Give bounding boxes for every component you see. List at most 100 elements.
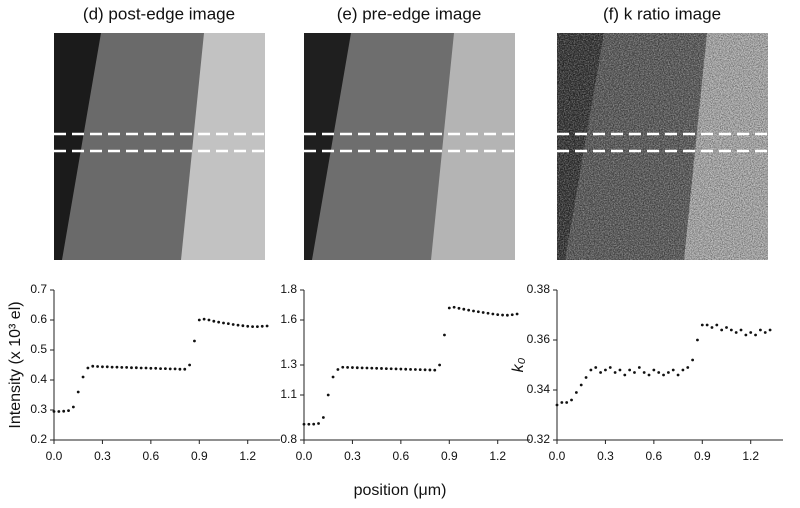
data-point: [594, 366, 598, 369]
data-point: [159, 367, 162, 370]
data-point: [570, 398, 573, 402]
data-point: [168, 367, 172, 371]
data-point: [423, 368, 427, 372]
data-point: [217, 320, 221, 324]
data-point: [394, 367, 398, 371]
data-point: [139, 366, 143, 370]
data-point: [144, 366, 148, 370]
data-point: [76, 390, 80, 394]
y-tick-label: 0.6: [30, 312, 47, 326]
data-point: [555, 403, 559, 407]
data-point: [413, 368, 417, 371]
k-ratio-image: [557, 33, 768, 260]
y-tick-label: 0.34: [527, 382, 551, 396]
data-point: [96, 365, 99, 368]
data-point: [365, 366, 369, 370]
data-point: [560, 401, 564, 404]
y-tick-label: 0.4: [30, 372, 47, 386]
data-point: [768, 328, 772, 332]
panel-title: (f) k ratio image: [603, 4, 721, 23]
data-point: [101, 365, 104, 369]
data-point: [604, 368, 607, 372]
data-point: [399, 367, 403, 371]
x-tick-label: 0.9: [694, 449, 711, 463]
data-point: [409, 367, 412, 371]
data-point: [307, 422, 311, 426]
data-point: [110, 365, 114, 369]
data-point: [515, 312, 519, 316]
data-point: [384, 367, 388, 370]
data-point: [662, 373, 665, 377]
data-point: [351, 366, 354, 369]
data-point: [149, 366, 153, 370]
x-tick-label: 0.0: [549, 449, 566, 463]
data-point: [163, 367, 167, 370]
panel-title: (d) post-edge image: [83, 4, 235, 23]
data-point: [120, 366, 124, 369]
x-tick-label: 0.3: [597, 449, 614, 463]
data-point: [115, 365, 119, 369]
x-tick-label: 1.2: [489, 449, 506, 463]
data-point: [715, 323, 719, 327]
x-tick-label: 0.6: [646, 449, 663, 463]
data-point: [565, 401, 569, 404]
data-point: [613, 371, 617, 374]
data-point: [317, 422, 320, 425]
y-tick-label: 0.5: [30, 342, 47, 356]
x-tick-label: 0.0: [46, 449, 63, 463]
data-point: [452, 305, 456, 309]
data-point: [700, 323, 704, 327]
data-point: [260, 324, 264, 328]
data-point: [481, 311, 485, 314]
data-point: [71, 405, 75, 409]
data-point: [67, 409, 70, 412]
data-point: [183, 367, 187, 371]
data-point: [472, 309, 475, 313]
data-point: [236, 323, 240, 327]
data-point: [705, 323, 709, 327]
data-point: [657, 371, 661, 374]
data-point: [302, 422, 306, 426]
data-point: [91, 364, 95, 368]
data-point: [501, 313, 504, 317]
data-point: [346, 366, 349, 369]
data-point: [584, 376, 588, 379]
data-point: [380, 367, 383, 370]
data-point: [457, 306, 461, 310]
data-point: [763, 331, 767, 334]
x-axis-label: position (μm): [354, 482, 447, 499]
data-point: [574, 391, 578, 394]
y-tick-label: 0.36: [527, 332, 551, 346]
data-point: [579, 383, 583, 387]
x-tick-label: 0.3: [344, 449, 361, 463]
y-axis-label: k₀: [510, 357, 527, 372]
data-point: [197, 318, 201, 322]
data-point: [336, 368, 340, 371]
data-point: [759, 328, 762, 332]
x-tick-label: 0.9: [191, 449, 208, 463]
data-point: [360, 366, 364, 370]
y-tick-label: 1.8: [280, 282, 297, 296]
x-tick-label: 0.9: [441, 449, 458, 463]
data-point: [696, 338, 699, 342]
data-point: [628, 368, 632, 372]
data-point: [652, 368, 656, 372]
data-point: [207, 318, 211, 322]
data-point: [467, 308, 471, 312]
data-point: [86, 366, 90, 370]
x-tick-label: 1.2: [239, 449, 256, 463]
panel-title: (e) pre-edge image: [337, 4, 482, 23]
y-tick-label: 0.32: [527, 432, 551, 446]
data-point: [633, 371, 636, 374]
data-point: [510, 313, 514, 317]
data-point: [256, 325, 259, 328]
y-tick-label: 0.2: [30, 432, 47, 446]
data-point: [676, 373, 680, 377]
data-point: [105, 365, 109, 369]
y-tick-label: 1.3: [280, 357, 297, 371]
data-point: [599, 371, 602, 374]
data-point: [443, 333, 446, 337]
x-tick-label: 1.2: [742, 449, 759, 463]
y-tick-label: 0.8: [280, 432, 297, 446]
data-point: [739, 328, 743, 332]
